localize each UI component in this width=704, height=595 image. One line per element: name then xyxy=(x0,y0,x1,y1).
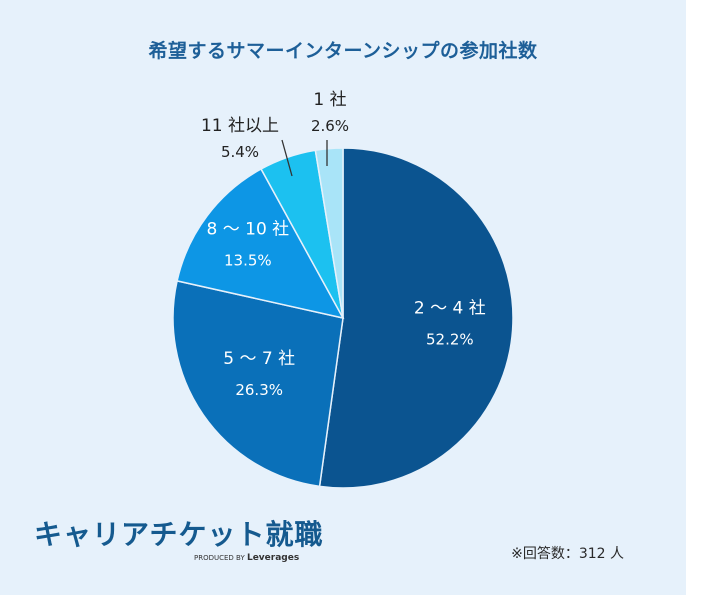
chart-card: 希望するサマーインターンシップの参加社数 2 ～ 4 社 52.2% 5 ～ 7 社… xyxy=(0,0,686,595)
brand-tagline-company: Leverages xyxy=(246,553,300,563)
slice-label: 5 ～ 7 社 xyxy=(223,349,295,369)
slice-value-label: 5.4% xyxy=(221,143,259,161)
brand-logo: キャリアチケット就職 PRODUCED BY Leverages xyxy=(34,513,324,563)
brand-tagline-prefix: PRODUCED BY xyxy=(194,554,245,562)
slice-value-label: 13.5% xyxy=(224,252,272,270)
brand-name: キャリアチケット就職 xyxy=(34,518,324,551)
slice-label: 11 社以上 xyxy=(201,116,279,136)
leader-line xyxy=(281,139,293,177)
slice-label: 2 ～ 4 社 xyxy=(414,298,486,318)
pie-slice xyxy=(318,147,514,489)
slice-label: 1 社 xyxy=(313,90,346,110)
slice-value-label: 2.6% xyxy=(311,117,349,135)
pie-slice xyxy=(172,280,344,488)
pie-slice xyxy=(176,168,345,320)
pie-chart: 2 ～ 4 社 52.2% 5 ～ 7 社 26.3% 8 ～ 10 社 13.5% 11 … xyxy=(172,90,514,489)
slice-label: 8 ～ 10 社 xyxy=(207,220,290,240)
chart-title: 希望するサマーインターンシップの参加社数 xyxy=(148,40,538,62)
slice-value-label: 26.3% xyxy=(235,381,283,399)
brand-tagline: PRODUCED BY Leverages xyxy=(194,553,299,563)
pie-slice xyxy=(314,147,344,319)
slice-value-label: 52.2% xyxy=(426,330,474,348)
respondents-note: ※回答数：312 人 xyxy=(511,546,624,562)
